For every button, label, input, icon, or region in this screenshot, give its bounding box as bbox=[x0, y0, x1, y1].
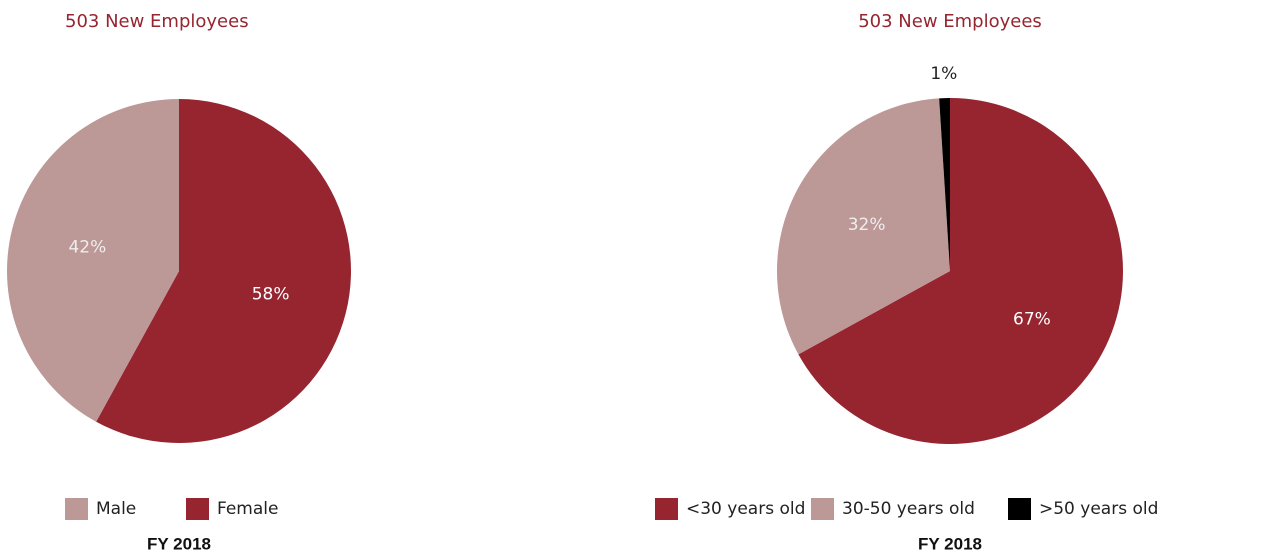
caption: FY 2018 bbox=[918, 534, 982, 553]
chart-title: 503 New Employees bbox=[65, 11, 249, 32]
legend-swatch bbox=[811, 498, 834, 520]
pie-slice bbox=[798, 98, 1123, 444]
slice-label: 58% bbox=[252, 285, 290, 305]
legend-label: 30-50 years old bbox=[842, 499, 975, 519]
pie-slice bbox=[6, 99, 180, 422]
pie-slice bbox=[939, 98, 950, 271]
slice-label: 32% bbox=[848, 215, 886, 235]
legend-swatch bbox=[1008, 498, 1031, 520]
slice-label: 42% bbox=[68, 237, 106, 257]
chart-title: 503 New Employees bbox=[858, 11, 1042, 32]
slice-label: 1% bbox=[930, 64, 957, 84]
legend-label: Male bbox=[96, 499, 136, 519]
legend-swatch bbox=[186, 498, 209, 520]
caption: FY 2018 bbox=[147, 534, 211, 553]
legend-swatch bbox=[65, 498, 88, 520]
legend-label: >50 years old bbox=[1039, 499, 1158, 519]
pie-slice bbox=[777, 98, 950, 355]
legend-swatch bbox=[655, 498, 678, 520]
slice-label: 67% bbox=[1013, 309, 1051, 329]
legend-label: <30 years old bbox=[686, 499, 805, 519]
legend-label: Female bbox=[217, 499, 278, 519]
pie-slice bbox=[96, 99, 351, 443]
